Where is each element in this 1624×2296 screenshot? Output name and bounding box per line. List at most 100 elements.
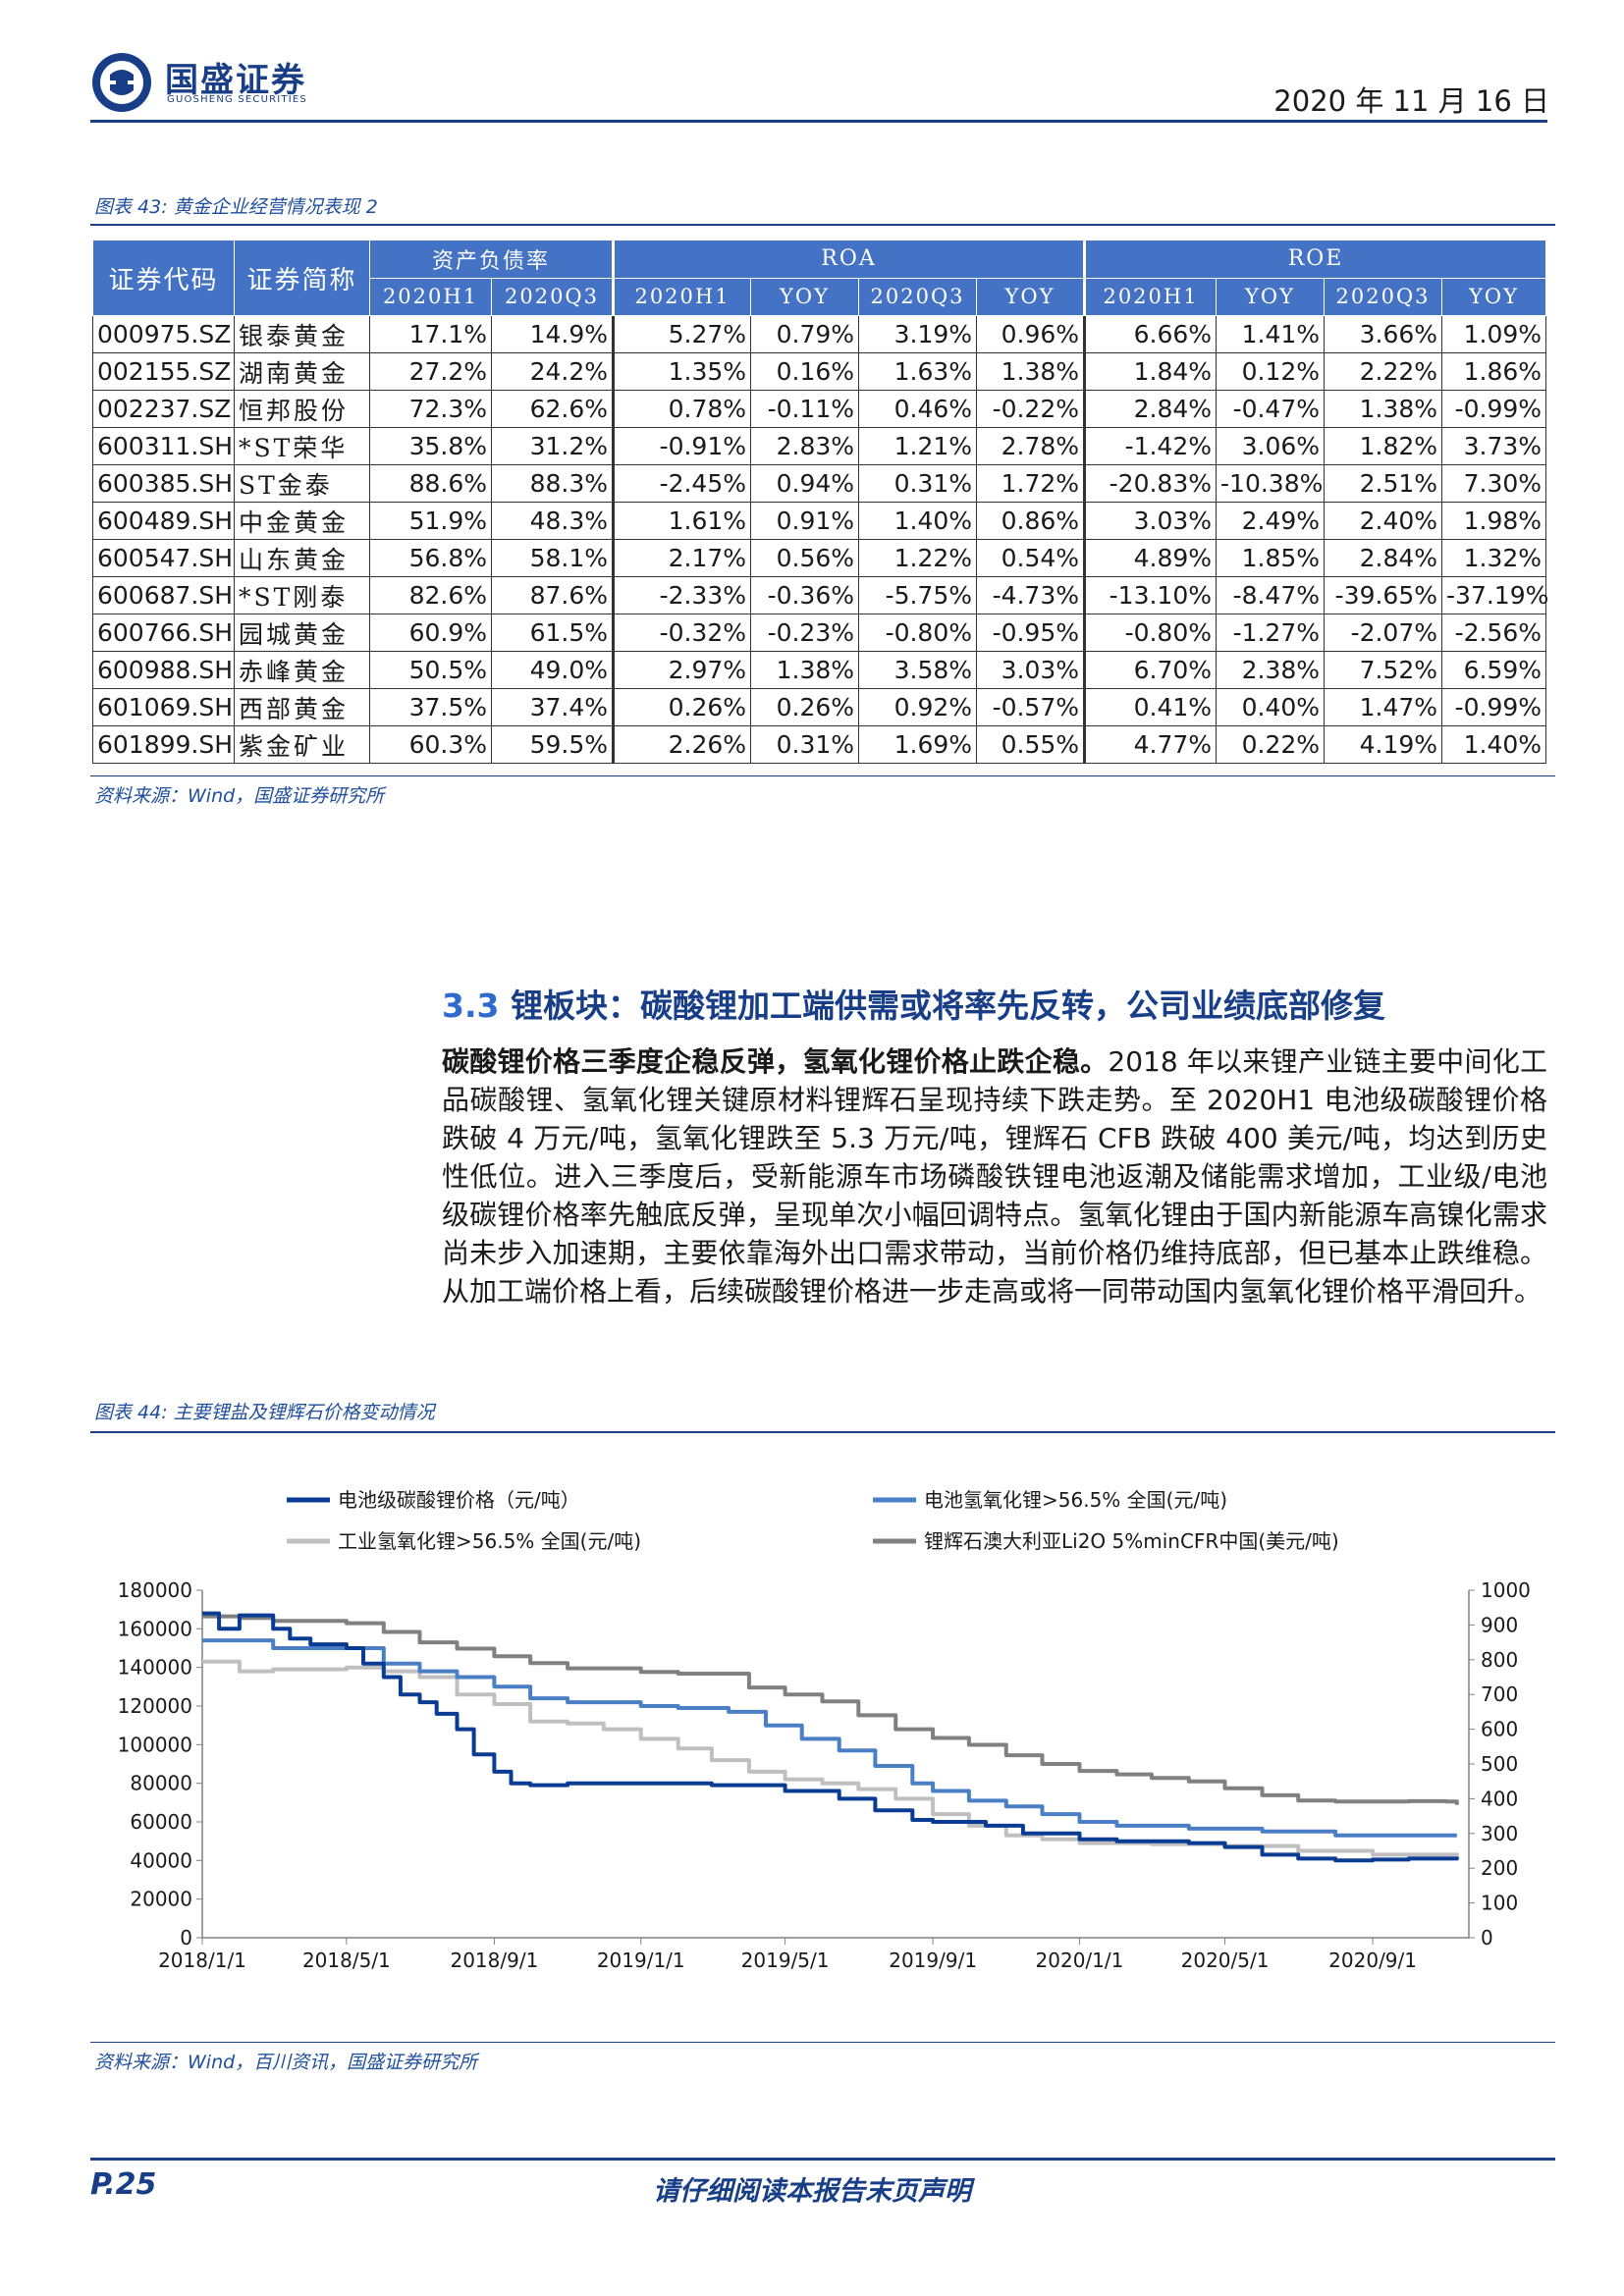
cell-value: 0.96%	[976, 315, 1086, 353]
header-sub: YOY	[1216, 277, 1326, 316]
table-row: 601069.SH 西部黄金 37.5% 37.4% 0.26% 0.26% 0.92% -0…	[92, 688, 1547, 726]
cell-code: 002155.SZ	[92, 352, 235, 391]
cell-name: 园城黄金	[234, 614, 370, 652]
table-caption: 图表 43: 黄金企业经营情况表现 2	[94, 196, 378, 218]
cell-value: 0.56%	[750, 539, 860, 577]
cell-value: 2.17%	[612, 539, 752, 577]
cell-name: 银泰黄金	[234, 315, 370, 353]
cell-value: 37.5%	[369, 688, 492, 726]
header-sub: 2020H1	[1083, 277, 1218, 316]
footer-divider	[90, 2158, 1555, 2161]
footer-disclaimer: 请仔细阅读本报告末页声明	[653, 2176, 971, 2207]
cell-value: 1.61%	[612, 502, 752, 540]
cell-name: *ST荣华	[234, 427, 370, 465]
cell-value: 0.31%	[858, 464, 978, 503]
y-right-tick-label: 600	[1481, 1718, 1518, 1741]
cell-code: 002237.SZ	[92, 390, 235, 428]
x-tick-label: 2018/5/1	[302, 1949, 391, 1972]
y-right-tick-label: 0	[1481, 1926, 1493, 1949]
cell-value: 1.41%	[1216, 315, 1326, 353]
cell-value: 2.26%	[612, 725, 752, 764]
paragraph-body: 2018 年以来锂产业链主要中间化工品碳酸锂、氢氧化锂关键原材料锂辉石呈现持续下…	[442, 1045, 1547, 1308]
header-group-roa: ROA	[612, 240, 1086, 279]
cell-value: 1.38%	[976, 352, 1086, 391]
header-code: 证券代码	[92, 240, 235, 316]
legend-label: 电池氢氧化锂>56.5% 全国(元/吨)	[924, 1488, 1227, 1512]
x-tick-label: 2019/9/1	[889, 1949, 977, 1972]
chart-legend: 电池级碳酸锂价格（元/吨） 电池氢氧化锂>56.5% 全国(元/吨) 工业氢氧化锂>…	[287, 1488, 1339, 1553]
cell-value: 1.69%	[858, 725, 978, 764]
cell-value: 1.22%	[858, 539, 978, 577]
cell-name: *ST刚泰	[234, 576, 370, 614]
cell-code: 600766.SH	[92, 614, 235, 652]
cell-value: -1.27%	[1216, 614, 1326, 652]
cell-value: 3.58%	[858, 651, 978, 689]
cell-value: 0.26%	[750, 688, 860, 726]
cell-value: 2.84%	[1324, 539, 1443, 577]
cell-value: 6.70%	[1083, 651, 1218, 689]
cell-value: 31.2%	[490, 427, 615, 465]
y-left-tick-label: 180000	[118, 1578, 192, 1602]
table-row: 002155.SZ 湖南黄金 27.2% 24.2% 1.35% 0.16% 1.63% 1.…	[92, 352, 1547, 391]
cell-value: 0.91%	[750, 502, 860, 540]
y-right-tick-label: 900	[1481, 1613, 1518, 1636]
legend-label: 锂辉石澳大利亚Li2O 5%minCFR中国(美元/吨)	[924, 1529, 1339, 1553]
y-left-tick-label: 160000	[118, 1617, 192, 1640]
gold-companies-table: 证券代码 证券简称 资产负债率 ROA ROE 2020H1 2020Q3 20…	[92, 240, 1548, 764]
cell-value: -0.57%	[976, 688, 1086, 726]
cell-value: -13.10%	[1083, 576, 1218, 614]
cell-value: 0.22%	[1216, 725, 1326, 764]
cell-value: 17.1%	[369, 315, 492, 353]
cell-value: 3.73%	[1441, 427, 1547, 465]
header-sub: 2020H1	[612, 277, 752, 316]
y-right-tick-label: 1000	[1481, 1578, 1531, 1602]
header-sub: YOY	[750, 277, 860, 316]
table-row: 600766.SH 园城黄金 60.9% 61.5% -0.32% -0.23% -0.80…	[92, 614, 1547, 652]
header-sub: 2020H1	[369, 277, 492, 316]
report-date: 2020 年 11 月 16 日	[1273, 84, 1549, 118]
header-group-roe: ROE	[1083, 240, 1547, 279]
cell-code: 601069.SH	[92, 688, 235, 726]
cell-value: -0.99%	[1441, 688, 1547, 726]
cell-value: 6.59%	[1441, 651, 1547, 689]
cell-value: 51.9%	[369, 502, 492, 540]
cell-value: 35.8%	[369, 427, 492, 465]
cell-value: 1.38%	[750, 651, 860, 689]
cell-value: 0.86%	[976, 502, 1086, 540]
lithium-price-chart: 电池级碳酸锂价格（元/吨） 电池氢氧化锂>56.5% 全国(元/吨) 工业氢氧化锂>…	[118, 1488, 1531, 1972]
caption-divider	[90, 224, 1555, 226]
cell-name: 赤峰黄金	[234, 651, 370, 689]
x-tick-label: 2018/1/1	[158, 1949, 246, 1972]
cell-value: 7.30%	[1441, 464, 1547, 503]
cell-value: 87.6%	[490, 576, 615, 614]
cell-value: -0.36%	[750, 576, 860, 614]
cell-value: 2.97%	[612, 651, 752, 689]
cell-value: 0.79%	[750, 315, 860, 353]
cell-value: 1.38%	[1324, 390, 1443, 428]
cell-value: 2.22%	[1324, 352, 1443, 391]
table-row: 600547.SH 山东黄金 56.8% 58.1% 2.17% 0.56% 1.22% 0.…	[92, 539, 1547, 577]
y-left-tick-label: 100000	[118, 1733, 192, 1756]
chart-caption: 图表 44: 主要锂盐及锂辉石价格变动情况	[94, 1402, 435, 1423]
cell-value: 2.38%	[1216, 651, 1326, 689]
table-row: 000975.SZ 银泰黄金 17.1% 14.9% 5.27% 0.79% 3.19% 0.…	[92, 315, 1547, 353]
x-tick-label: 2020/9/1	[1328, 1949, 1417, 1972]
cell-value: -20.83%	[1083, 464, 1218, 503]
cell-value: 0.55%	[976, 725, 1086, 764]
chart-series	[202, 1611, 1459, 1863]
cell-value: 1.63%	[858, 352, 978, 391]
cell-value: 60.9%	[369, 614, 492, 652]
cell-value: -0.91%	[612, 427, 752, 465]
cell-name: 紫金矿业	[234, 725, 370, 764]
series-line-0	[202, 1611, 1459, 1863]
cell-value: -1.42%	[1083, 427, 1218, 465]
x-tick-label: 2020/5/1	[1181, 1949, 1270, 1972]
cell-value: -0.11%	[750, 390, 860, 428]
cell-code: 600489.SH	[92, 502, 235, 540]
page-number: P.25	[90, 2167, 157, 2202]
cell-name: 湖南黄金	[234, 352, 370, 391]
cell-value: -2.56%	[1441, 614, 1547, 652]
cell-value: 1.09%	[1441, 315, 1547, 353]
brand-name-cn: 国盛证券	[165, 61, 306, 100]
table-row: 600385.SH ST金泰 88.6% 88.3% -2.45% 0.94% 0.31% 1…	[92, 464, 1547, 503]
